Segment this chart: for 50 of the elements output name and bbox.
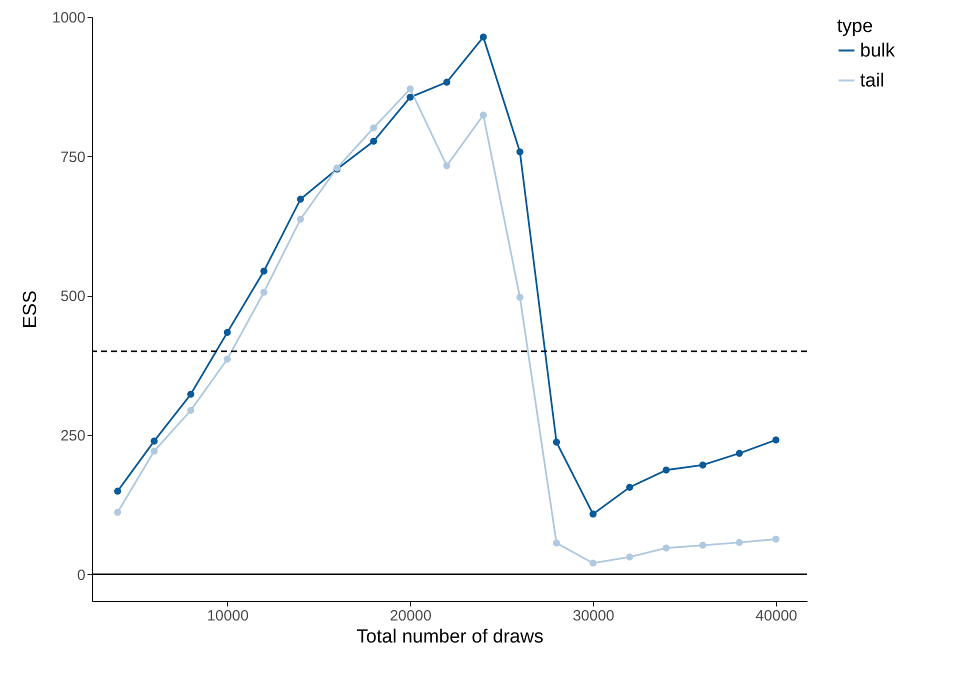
point xyxy=(552,438,560,446)
x-tick-label: 30000 xyxy=(572,608,614,624)
point xyxy=(260,268,268,275)
point xyxy=(406,94,414,101)
point xyxy=(736,450,743,457)
point xyxy=(224,328,231,336)
point xyxy=(516,294,524,301)
point xyxy=(699,542,706,549)
point xyxy=(260,288,268,296)
point xyxy=(296,196,304,203)
point xyxy=(590,560,597,567)
point xyxy=(406,85,414,92)
point xyxy=(480,34,487,41)
point xyxy=(296,216,304,223)
y-tick-label: 750 xyxy=(60,148,86,166)
point xyxy=(736,538,743,546)
point xyxy=(443,162,450,170)
point xyxy=(662,466,670,474)
point xyxy=(150,438,158,445)
y-tick-label: 1000 xyxy=(52,10,86,26)
y-tick-label: 500 xyxy=(60,288,86,306)
point xyxy=(114,508,122,516)
point xyxy=(590,510,597,518)
legend-title: type xyxy=(837,16,873,37)
point xyxy=(114,488,122,495)
point xyxy=(150,448,158,455)
point xyxy=(626,484,634,491)
point xyxy=(443,78,450,86)
point xyxy=(187,406,194,414)
legend-label: tail xyxy=(860,70,884,92)
x-tick-label: 20000 xyxy=(390,608,432,624)
x-tick-label: 10000 xyxy=(206,608,249,624)
point xyxy=(552,540,560,547)
point xyxy=(187,390,194,398)
legend-label: bulk xyxy=(860,40,896,62)
x-tick-label: 40000 xyxy=(756,608,798,624)
point xyxy=(224,356,231,363)
point xyxy=(772,536,780,543)
point xyxy=(516,148,524,156)
y-tick-label: 0 xyxy=(77,566,86,584)
x-axis-title: Total number of draws xyxy=(356,626,544,648)
y-axis-title: ESS xyxy=(20,290,42,329)
point xyxy=(699,462,706,469)
point xyxy=(662,544,670,552)
point xyxy=(370,138,378,145)
point xyxy=(772,436,780,444)
point xyxy=(370,124,378,132)
y-tick-label: 250 xyxy=(60,427,86,444)
point xyxy=(480,112,487,119)
point xyxy=(626,553,634,561)
